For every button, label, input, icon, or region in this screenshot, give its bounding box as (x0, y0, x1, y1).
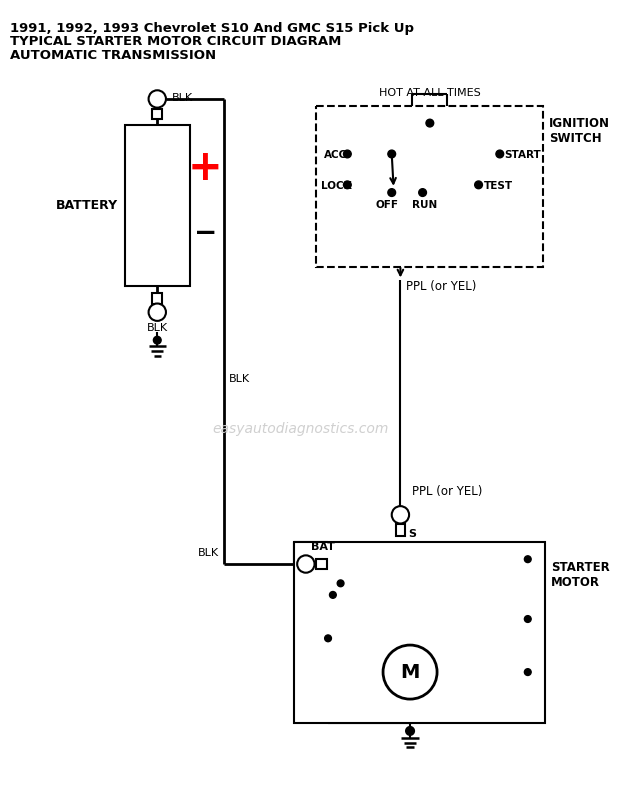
Text: BAT: BAT (311, 542, 335, 553)
Text: +: + (187, 147, 222, 190)
Circle shape (388, 150, 396, 158)
Text: ACC: ACC (324, 150, 347, 160)
Circle shape (475, 181, 483, 189)
Circle shape (344, 181, 351, 189)
Bar (153, 293, 162, 303)
Text: LOCK: LOCK (321, 181, 352, 191)
Circle shape (392, 506, 409, 523)
Bar (294, 542, 545, 723)
Text: PPL (or YEL): PPL (or YEL) (412, 485, 483, 498)
Circle shape (525, 616, 531, 622)
Bar (153, 109, 162, 119)
Text: S: S (408, 529, 416, 539)
Circle shape (426, 119, 434, 127)
Circle shape (148, 90, 166, 108)
Circle shape (406, 726, 415, 735)
Circle shape (344, 150, 351, 158)
Text: −: − (194, 219, 217, 247)
Text: easyautodiagnostics.com: easyautodiagnostics.com (212, 422, 389, 436)
Circle shape (324, 635, 331, 642)
Circle shape (419, 189, 426, 197)
Circle shape (388, 189, 396, 197)
Text: BLK: BLK (146, 323, 168, 333)
Text: PPL (or YEL): PPL (or YEL) (406, 280, 476, 293)
Text: TYPICAL STARTER MOTOR CIRCUIT DIAGRAM: TYPICAL STARTER MOTOR CIRCUIT DIAGRAM (10, 35, 341, 48)
Circle shape (148, 303, 166, 321)
Text: AUTOMATIC TRANSMISSION: AUTOMATIC TRANSMISSION (10, 49, 216, 62)
Circle shape (297, 555, 315, 573)
Text: M: M (400, 662, 420, 682)
Text: IGNITION
SWITCH: IGNITION SWITCH (549, 118, 610, 146)
Circle shape (525, 556, 531, 562)
Text: 1991, 1992, 1993 Chevrolet S10 And GMC S15 Pick Up: 1991, 1992, 1993 Chevrolet S10 And GMC S… (10, 22, 413, 34)
Text: BLK: BLK (229, 374, 250, 384)
Bar (316, 559, 327, 569)
Bar (125, 125, 190, 286)
Text: RUN: RUN (412, 200, 437, 210)
Circle shape (383, 645, 437, 699)
Circle shape (329, 591, 336, 598)
Text: OFF: OFF (375, 200, 399, 210)
Text: STARTER
MOTOR: STARTER MOTOR (551, 561, 610, 589)
Text: START: START (505, 150, 541, 160)
Text: HOT AT ALL TIMES: HOT AT ALL TIMES (379, 88, 481, 98)
Text: TEST: TEST (483, 181, 512, 191)
Text: BATTERY: BATTERY (56, 199, 117, 212)
Bar (396, 525, 405, 536)
Bar (316, 106, 543, 267)
Text: BLK: BLK (198, 548, 219, 558)
Circle shape (525, 669, 531, 675)
Circle shape (337, 580, 344, 586)
Circle shape (496, 150, 504, 158)
Circle shape (153, 336, 161, 344)
Text: BLK: BLK (172, 93, 193, 103)
